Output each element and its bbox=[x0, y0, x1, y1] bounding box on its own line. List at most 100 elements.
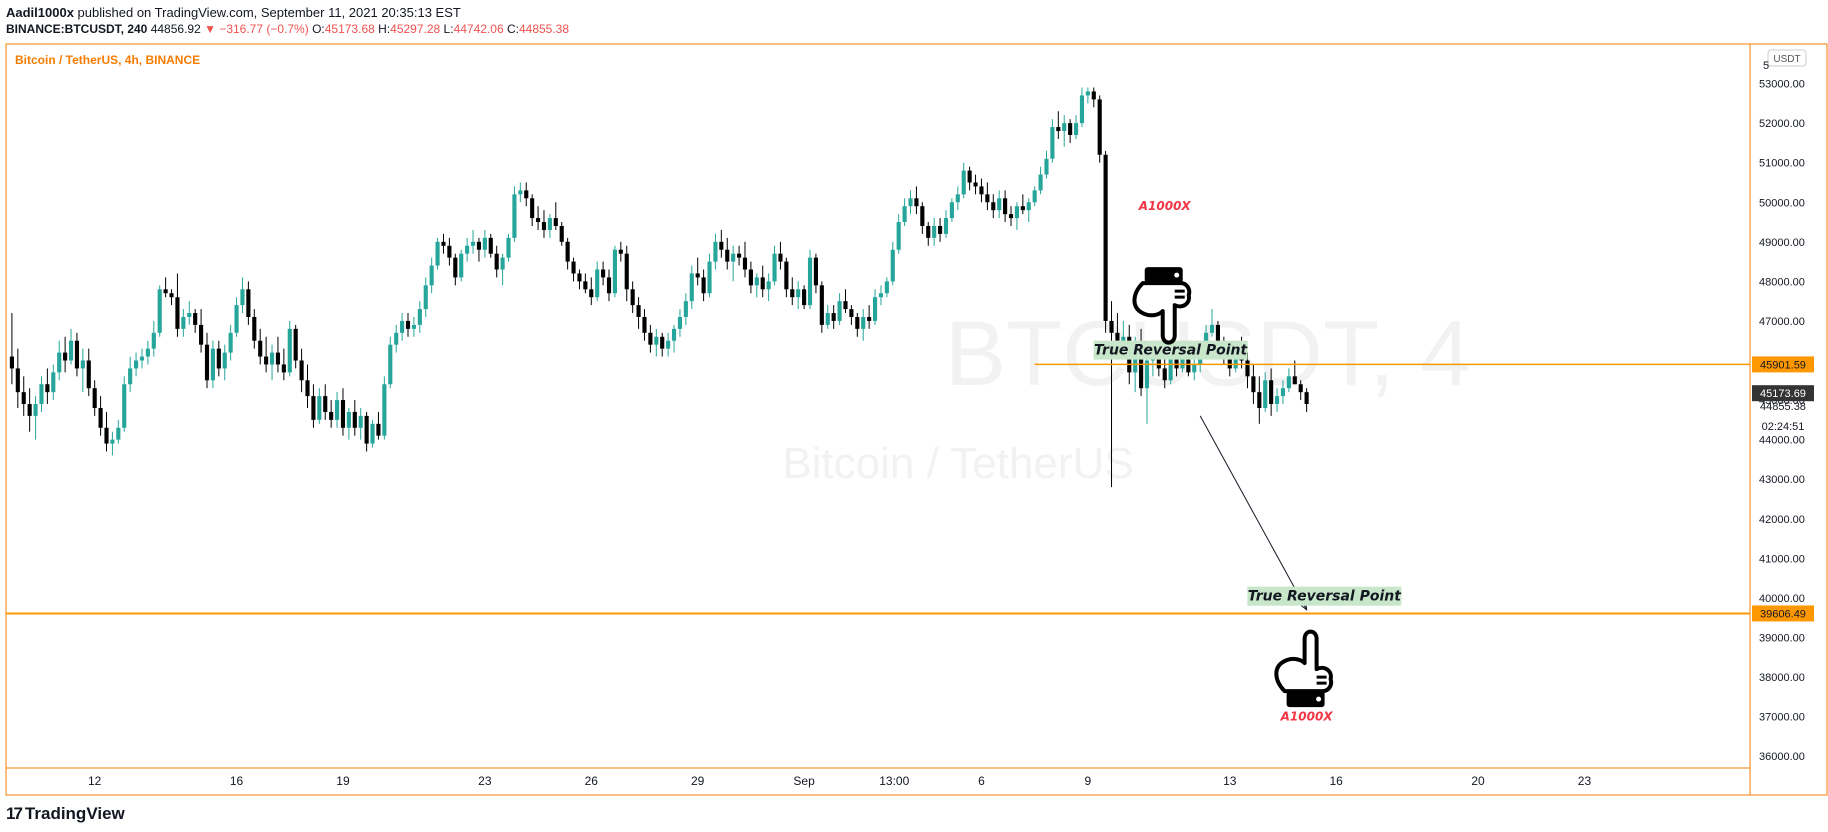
candle-body bbox=[926, 225, 931, 238]
candle bbox=[512, 186, 517, 242]
y-tick-label: 52000.00 bbox=[1759, 118, 1805, 130]
candle bbox=[45, 368, 50, 405]
candle bbox=[1026, 198, 1031, 223]
candle-body bbox=[766, 281, 771, 290]
candle-body bbox=[553, 218, 558, 226]
candle bbox=[577, 269, 582, 290]
candle bbox=[938, 218, 943, 242]
candle-body bbox=[139, 356, 145, 361]
candle-body bbox=[1269, 380, 1274, 405]
candle-body bbox=[636, 305, 641, 317]
candle bbox=[382, 376, 387, 440]
candle bbox=[494, 245, 499, 278]
candle-body bbox=[1073, 123, 1079, 135]
candle bbox=[1286, 368, 1291, 393]
candle bbox=[323, 384, 328, 420]
candle-body bbox=[388, 344, 393, 385]
candle-body bbox=[346, 411, 351, 428]
candle bbox=[819, 281, 824, 333]
candle-body bbox=[1274, 396, 1280, 405]
candle bbox=[122, 376, 127, 432]
tradingview-logo[interactable]: 17 TradingView bbox=[6, 804, 125, 824]
x-tick-label: 16 bbox=[230, 774, 244, 788]
y-tick-label: 40000.00 bbox=[1759, 593, 1805, 605]
candle bbox=[110, 431, 115, 456]
candle bbox=[459, 249, 464, 282]
candle-body bbox=[133, 360, 139, 369]
y-tick-label: 47000.00 bbox=[1759, 316, 1805, 328]
candle-body bbox=[1245, 360, 1250, 377]
candle bbox=[737, 245, 742, 266]
candle bbox=[713, 233, 718, 270]
candle bbox=[967, 166, 972, 191]
candle bbox=[441, 233, 446, 254]
candle bbox=[884, 277, 889, 298]
candle bbox=[57, 340, 62, 381]
candle-body bbox=[701, 277, 706, 294]
candle-body bbox=[1079, 95, 1085, 124]
candle-body bbox=[1003, 198, 1008, 215]
candle bbox=[506, 233, 511, 262]
candle bbox=[275, 336, 281, 373]
candle bbox=[317, 388, 322, 424]
candle bbox=[766, 273, 771, 302]
symbol-label: BINANCE:BTCUSDT, 240 bbox=[6, 22, 148, 36]
candle bbox=[1085, 87, 1090, 104]
candle bbox=[1192, 356, 1197, 381]
x-tick-label: 9 bbox=[1085, 774, 1092, 788]
candle-body bbox=[1168, 356, 1173, 381]
candle-body bbox=[565, 241, 570, 262]
candle bbox=[979, 178, 984, 203]
current-price-label: 45173.69 bbox=[1760, 388, 1806, 400]
y-tick-label: 48000.00 bbox=[1759, 276, 1805, 288]
candle bbox=[1269, 368, 1274, 416]
candle bbox=[74, 332, 80, 377]
candle-body bbox=[441, 241, 446, 246]
candle-body bbox=[642, 316, 647, 333]
candle bbox=[1050, 119, 1055, 163]
candle-body bbox=[1044, 158, 1049, 175]
candle bbox=[843, 289, 848, 314]
candle-body bbox=[116, 427, 121, 440]
candle-body bbox=[352, 411, 357, 428]
candle-body bbox=[530, 198, 535, 219]
candle bbox=[890, 241, 895, 286]
candle-body bbox=[157, 289, 162, 333]
candle-body bbox=[45, 384, 50, 393]
candle bbox=[400, 313, 405, 341]
x-tick-label: 12 bbox=[88, 774, 102, 788]
candle bbox=[589, 277, 594, 306]
candle-body bbox=[163, 289, 168, 294]
candle-body bbox=[323, 396, 328, 412]
current-price-label: 02:24:51 bbox=[1762, 421, 1805, 433]
candle bbox=[624, 245, 629, 302]
candle bbox=[559, 222, 564, 246]
candle bbox=[1073, 115, 1079, 139]
candle-body bbox=[831, 313, 836, 321]
candle-body bbox=[618, 249, 623, 254]
candle bbox=[346, 407, 351, 440]
candle-body bbox=[541, 222, 547, 230]
candle bbox=[648, 324, 653, 353]
candle bbox=[500, 253, 505, 286]
candle-body bbox=[612, 249, 617, 294]
candle-body bbox=[778, 253, 783, 262]
candle-body bbox=[234, 305, 239, 333]
y-tick-label: 44000.00 bbox=[1759, 435, 1805, 447]
candle-body bbox=[961, 170, 966, 195]
author-name[interactable]: Aadil1000x bbox=[6, 5, 74, 20]
x-tick-label: 16 bbox=[1329, 774, 1343, 788]
candle-body bbox=[985, 194, 990, 203]
y-tick-label: 41000.00 bbox=[1759, 553, 1805, 565]
candle-body bbox=[1298, 384, 1303, 393]
candle-body bbox=[518, 190, 523, 195]
candle bbox=[618, 241, 623, 262]
candle-body bbox=[411, 324, 416, 329]
candle-body bbox=[293, 328, 298, 361]
candle bbox=[98, 396, 103, 436]
x-tick-label: 19 bbox=[336, 774, 350, 788]
candle-body bbox=[482, 237, 487, 250]
candle bbox=[151, 320, 156, 357]
candle bbox=[1103, 150, 1108, 333]
